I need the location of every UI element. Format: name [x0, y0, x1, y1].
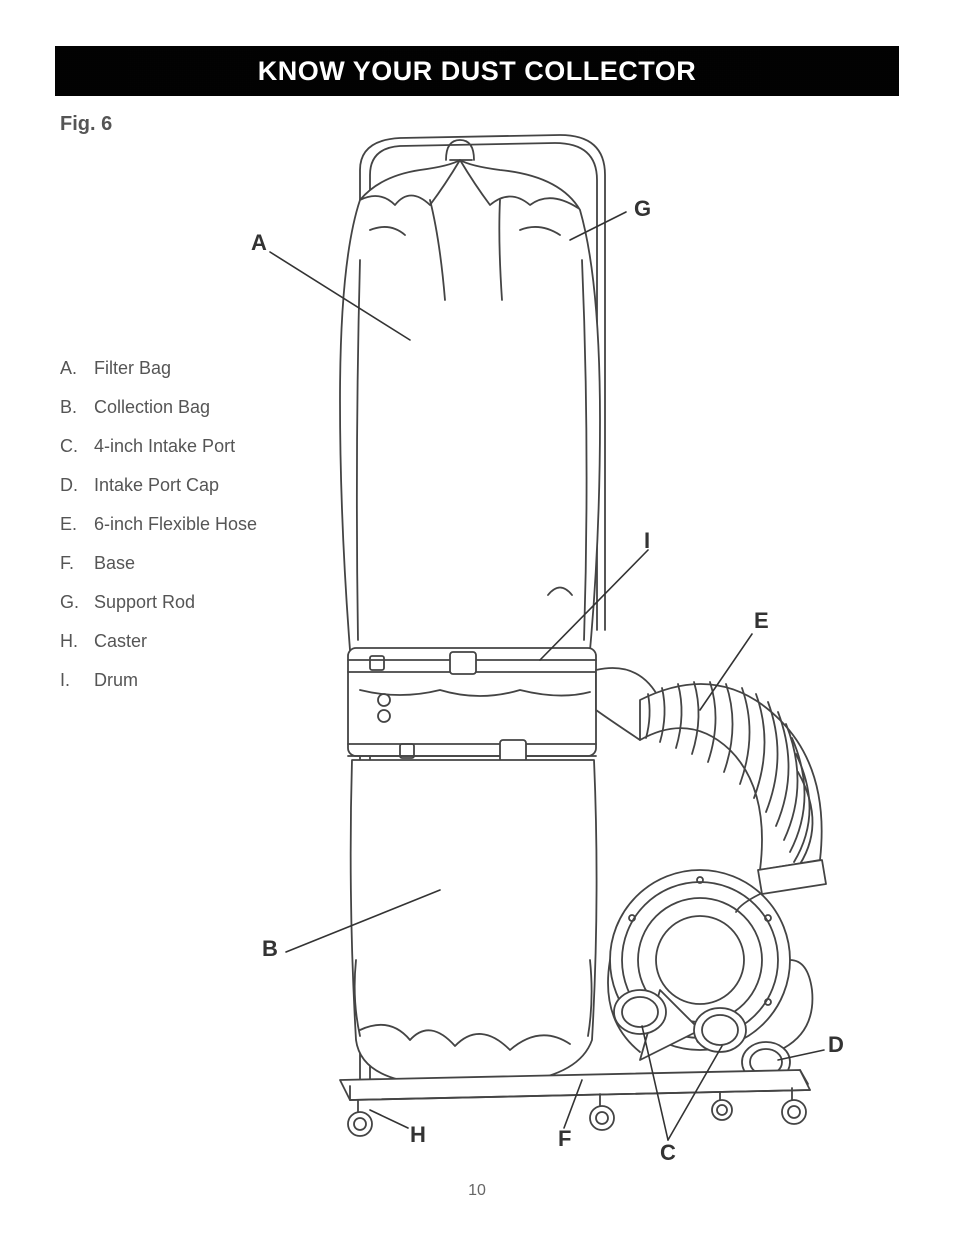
legend-text: Caster [94, 631, 147, 652]
legend-text: Intake Port Cap [94, 475, 219, 496]
legend-key: C. [60, 436, 80, 457]
legend-text: Drum [94, 670, 138, 691]
page-number: 10 [0, 1182, 954, 1200]
legend-item: I. Drum [60, 670, 257, 691]
legend-text: Collection Bag [94, 397, 210, 418]
callout-C: C [660, 1140, 676, 1166]
legend-item: A. Filter Bag [60, 358, 257, 379]
callout-B: B [262, 936, 278, 962]
legend-item: H. Caster [60, 631, 257, 652]
legend-key: F. [60, 553, 80, 574]
page: KNOW YOUR DUST COLLECTOR Fig. 6 A. Filter… [0, 0, 954, 1235]
banner-title: KNOW YOUR DUST COLLECTOR [258, 56, 697, 87]
legend-key: G. [60, 592, 80, 613]
legend-key: H. [60, 631, 80, 652]
legend-key: I. [60, 670, 80, 691]
callout-H: H [410, 1122, 426, 1148]
legend-item: B. Collection Bag [60, 397, 257, 418]
callout-F: F [558, 1126, 571, 1152]
legend-text: Support Rod [94, 592, 195, 613]
legend-text: Filter Bag [94, 358, 171, 379]
legend-text: Base [94, 553, 135, 574]
legend-item: F. Base [60, 553, 257, 574]
legend-text: 6-inch Flexible Hose [94, 514, 257, 535]
figure-label: Fig. 6 [60, 113, 112, 136]
legend-item: C. 4-inch Intake Port [60, 436, 257, 457]
legend-key: A. [60, 358, 80, 379]
callout-E: E [754, 608, 769, 634]
legend-text: 4-inch Intake Port [94, 436, 235, 457]
legend-key: E. [60, 514, 80, 535]
legend-item: E. 6-inch Flexible Hose [60, 514, 257, 535]
callout-A: A [251, 230, 267, 256]
callout-I: I [644, 528, 650, 554]
legend-key: B. [60, 397, 80, 418]
legend-key: D. [60, 475, 80, 496]
parts-legend: A. Filter Bag B. Collection Bag C. 4-inch I… [60, 358, 257, 709]
legend-item: G. Support Rod [60, 592, 257, 613]
section-banner: KNOW YOUR DUST COLLECTOR [55, 46, 899, 96]
callout-D: D [828, 1032, 844, 1058]
callout-G: G [634, 196, 651, 222]
legend-item: D. Intake Port Cap [60, 475, 257, 496]
